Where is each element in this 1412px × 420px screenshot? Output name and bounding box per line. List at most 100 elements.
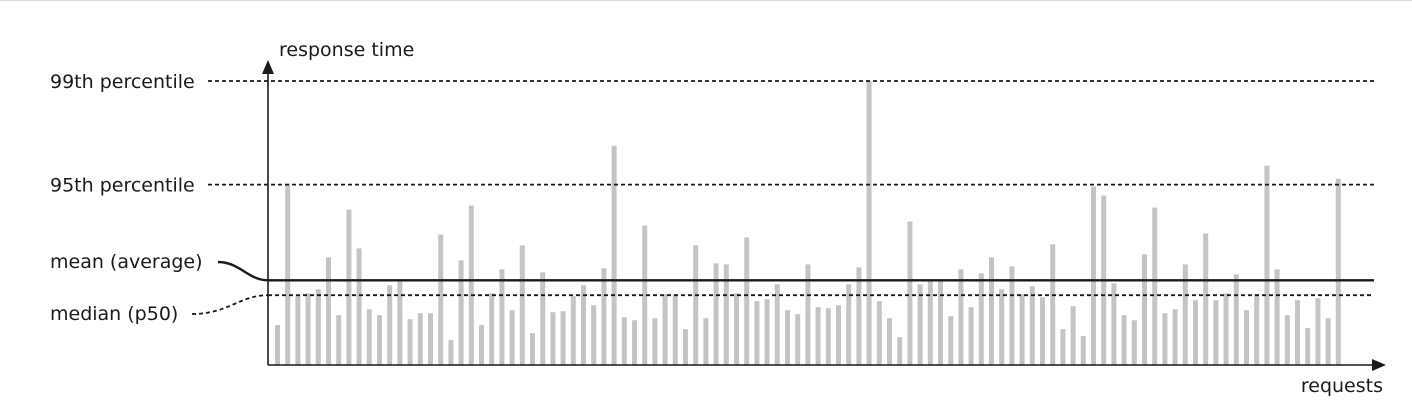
bar-52 bbox=[795, 314, 801, 365]
bar-27 bbox=[540, 272, 546, 365]
bar-79 bbox=[1070, 306, 1076, 365]
bar-68 bbox=[958, 269, 964, 365]
99th-percentile-label: 99th percentile bbox=[50, 71, 195, 93]
bar-98 bbox=[1264, 165, 1270, 365]
median-p50-label: median (p50) bbox=[50, 303, 178, 325]
bar-45 bbox=[723, 264, 729, 365]
bar-62 bbox=[897, 337, 903, 365]
bar-10 bbox=[366, 309, 372, 365]
bar-95 bbox=[1233, 274, 1239, 365]
bar-48 bbox=[754, 301, 760, 365]
bar-53 bbox=[805, 264, 811, 365]
bar-72 bbox=[999, 289, 1005, 365]
bar-51 bbox=[785, 310, 790, 365]
bar-81 bbox=[1091, 186, 1096, 365]
bar-64 bbox=[917, 284, 923, 365]
bar-94 bbox=[1223, 293, 1229, 365]
bar-8 bbox=[346, 209, 352, 365]
bar-4 bbox=[305, 293, 311, 365]
bar-47 bbox=[744, 237, 750, 365]
bar-69 bbox=[968, 307, 974, 365]
bar-6 bbox=[326, 257, 331, 365]
y-axis-arrow bbox=[262, 60, 274, 74]
bar-22 bbox=[489, 293, 495, 365]
bar-57 bbox=[846, 284, 852, 365]
bar-76 bbox=[1040, 297, 1045, 365]
bar-92 bbox=[1203, 233, 1209, 365]
mean-connector bbox=[217, 260, 269, 282]
bar-66 bbox=[938, 281, 943, 365]
bar-96 bbox=[1244, 310, 1249, 365]
bar-35 bbox=[621, 317, 627, 365]
bar-42 bbox=[693, 245, 699, 365]
bar-16 bbox=[428, 313, 433, 365]
bar-33 bbox=[601, 268, 607, 365]
bar-67 bbox=[948, 316, 954, 365]
bar-56 bbox=[836, 305, 841, 365]
bar-3 bbox=[295, 295, 301, 365]
bar-55 bbox=[825, 308, 831, 365]
reference-lines: 99th percentile 95th percentile mean (aver… bbox=[50, 71, 1374, 325]
bar-104 bbox=[1325, 318, 1331, 365]
bar-36 bbox=[632, 320, 637, 365]
bar-77 bbox=[1050, 244, 1056, 365]
bar-28 bbox=[550, 312, 556, 365]
bar-39 bbox=[662, 294, 668, 365]
bar-11 bbox=[377, 315, 382, 365]
bar-73 bbox=[1009, 266, 1015, 365]
bar-99 bbox=[1274, 269, 1280, 365]
bar-23 bbox=[499, 269, 505, 365]
bar-18 bbox=[448, 340, 454, 365]
bar-25 bbox=[519, 245, 525, 365]
bar-46 bbox=[734, 293, 739, 365]
bar-49 bbox=[764, 299, 770, 365]
x-axis-label: requests bbox=[1301, 375, 1383, 397]
bar-26 bbox=[530, 333, 535, 365]
bar-37 bbox=[642, 225, 648, 365]
bar-30 bbox=[570, 296, 576, 365]
bar-13 bbox=[397, 281, 403, 365]
bar-105 bbox=[1335, 178, 1341, 365]
bar-38 bbox=[652, 318, 658, 365]
bar-15 bbox=[417, 313, 423, 365]
y-axis-label: response time bbox=[279, 39, 414, 61]
bar-40 bbox=[672, 294, 678, 365]
bar-50 bbox=[774, 284, 780, 365]
bar-88 bbox=[1162, 313, 1168, 365]
bar-43 bbox=[703, 318, 709, 365]
bar-61 bbox=[887, 318, 892, 365]
bar-17 bbox=[438, 234, 444, 365]
bar-90 bbox=[1182, 264, 1188, 365]
bar-34 bbox=[611, 145, 617, 365]
bar-97 bbox=[1254, 294, 1260, 365]
bar-44 bbox=[713, 263, 719, 365]
bar-86 bbox=[1142, 254, 1147, 365]
bar-65 bbox=[927, 279, 933, 365]
bar-100 bbox=[1284, 315, 1290, 365]
bar-19 bbox=[458, 260, 464, 365]
bar-41 bbox=[683, 329, 688, 365]
bar-20 bbox=[468, 205, 474, 365]
bar-series bbox=[275, 81, 1341, 365]
bar-32 bbox=[591, 305, 597, 365]
bar-59 bbox=[866, 81, 872, 365]
bar-91 bbox=[1193, 300, 1198, 365]
median-connector bbox=[191, 294, 269, 315]
bar-75 bbox=[1029, 286, 1035, 365]
bar-12 bbox=[387, 285, 393, 365]
bar-2 bbox=[285, 183, 291, 365]
bar-103 bbox=[1315, 298, 1321, 365]
bar-58 bbox=[856, 267, 862, 365]
bar-80 bbox=[1080, 336, 1086, 365]
bar-54 bbox=[815, 307, 821, 365]
95th-percentile-label: 95th percentile bbox=[50, 175, 195, 197]
bar-84 bbox=[1121, 315, 1127, 365]
bar-85 bbox=[1131, 320, 1137, 365]
bar-78 bbox=[1060, 329, 1066, 365]
x-axis-arrow bbox=[1372, 359, 1386, 371]
bar-5 bbox=[315, 289, 321, 365]
bar-102 bbox=[1305, 328, 1311, 365]
top-divider bbox=[0, 0, 1412, 1]
bar-31 bbox=[581, 285, 586, 365]
